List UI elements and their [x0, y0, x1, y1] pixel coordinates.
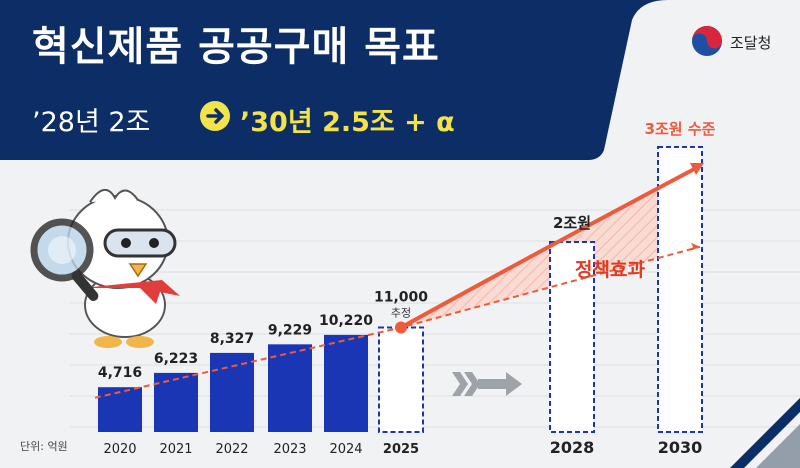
- bar-2021: [154, 372, 198, 432]
- x-label-2023: 2023: [273, 442, 306, 457]
- growth-arrowhead: [690, 163, 704, 175]
- estimate-point: [395, 321, 407, 334]
- x-label-2025: 2025: [383, 442, 419, 457]
- bar-2020: [98, 387, 142, 432]
- unit-label: 단위: 억원: [20, 440, 68, 453]
- page-title: 혁신제품 공공구매 목표: [32, 24, 440, 70]
- gray-arrow: [478, 372, 522, 396]
- value-label-2021: 6,223: [154, 351, 198, 367]
- bar-2024: [324, 334, 368, 432]
- bar-2028: [549, 241, 595, 433]
- x-label-2030: 2030: [658, 438, 703, 457]
- corner-stripe: [730, 398, 800, 468]
- x-label-2021: 2021: [159, 442, 192, 457]
- mascot-icon: [30, 189, 180, 348]
- value-label-2022: 8,327: [210, 331, 254, 347]
- taegeuk-logo-icon: [692, 26, 722, 56]
- policy-effect-label: 정책효과: [575, 259, 645, 281]
- arrow-right-icon: [200, 101, 230, 131]
- bar-2025: [378, 326, 424, 433]
- bar-2022: [210, 352, 254, 432]
- value-label-2028: 2조원: [553, 214, 591, 232]
- value-label-2020: 4,716: [98, 365, 142, 381]
- x-label-2022: 2022: [215, 442, 248, 457]
- x-label-2020: 2020: [103, 442, 136, 457]
- corner-stripe: [756, 424, 800, 468]
- trend-arrowhead: [691, 242, 700, 251]
- x-label-2028: 2028: [550, 438, 595, 457]
- value-label-2025: 11,000: [374, 290, 428, 306]
- bar-2030: [657, 146, 703, 433]
- estimate-note: 추정: [391, 307, 411, 320]
- value-label-2030: 3조원 수준: [645, 120, 716, 138]
- subtitle-current-target: ’28년 2조: [32, 107, 151, 138]
- agency-name: 조달청: [730, 34, 772, 52]
- x-label-2024: 2024: [329, 442, 362, 457]
- subtitle-new-target: ’30년 2.5조 + α: [240, 107, 455, 138]
- value-label-2023: 9,229: [268, 322, 312, 338]
- target-growth-curve: [400, 164, 701, 330]
- double-chevron-icon: [452, 372, 480, 396]
- value-label-2024: 10,220: [319, 313, 373, 329]
- bar-2023: [268, 344, 312, 432]
